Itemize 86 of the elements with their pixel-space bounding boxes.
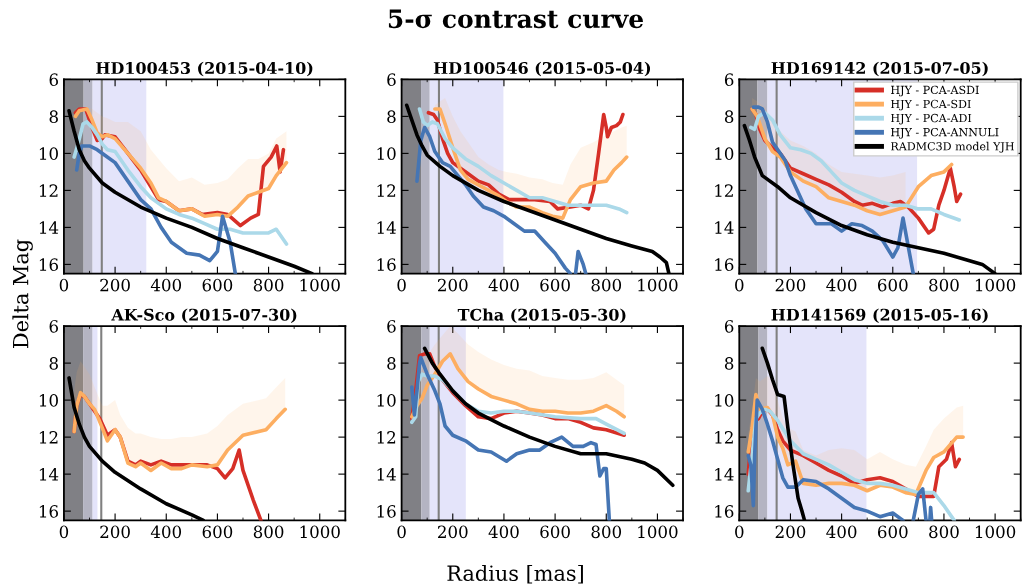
y-tick-label: 10 xyxy=(715,394,734,407)
legend-label: HJY - PCA-SDI xyxy=(891,99,971,111)
x-tick-label: 400 xyxy=(826,525,857,539)
y-tick-label: 10 xyxy=(39,394,58,407)
x-tick-label: 800 xyxy=(929,525,959,539)
y-tick-label: 12 xyxy=(39,184,58,197)
x-tick-label: 200 xyxy=(437,525,468,539)
x-tick-label: 0 xyxy=(397,278,406,292)
x-tick-label: 600 xyxy=(202,525,233,539)
y-tick-label: 16 xyxy=(377,505,396,518)
y-tick-label: 14 xyxy=(377,221,396,234)
y-tick-label: 10 xyxy=(715,147,734,160)
x-tick-label: 1000 xyxy=(300,525,340,539)
x-tick-label: 1000 xyxy=(975,278,1016,292)
legend-label: HJY - PCA-ASDI xyxy=(891,85,979,97)
x-tick-label: 0 xyxy=(735,525,744,539)
x-tick-label: 0 xyxy=(735,278,744,292)
chart-title: HD100546 (2015-05-04) xyxy=(433,61,651,77)
y-tick-label: 6 xyxy=(49,320,59,333)
y-tick-label: 14 xyxy=(715,221,734,234)
y-tick-label: 10 xyxy=(39,147,58,160)
y-tick-label: 6 xyxy=(724,73,734,86)
x-tick-label: 800 xyxy=(253,525,284,539)
chart-title: HD169142 (2015-07-05) xyxy=(771,61,988,77)
y-axis-title: Delta Mag xyxy=(12,239,33,348)
chart-title: HD141569 (2015-05-16) xyxy=(771,308,988,324)
y-tick-label: 14 xyxy=(377,468,396,481)
y-tick-label: 6 xyxy=(49,73,59,86)
x-tick-label: 800 xyxy=(929,278,959,292)
x-tick-label: 800 xyxy=(591,278,622,292)
x-tick-label: 400 xyxy=(150,278,182,292)
y-tick-label: 8 xyxy=(387,110,396,123)
legend-label: RADMC3D model YJH xyxy=(891,141,1014,153)
chart-title: TCha (2015-05-30) xyxy=(457,308,626,324)
y-tick-label: 10 xyxy=(377,394,396,407)
x-tick-label: 400 xyxy=(488,278,519,292)
y-tick-label: 8 xyxy=(387,357,396,370)
x-tick-label: 400 xyxy=(150,525,182,539)
y-tick-label: 12 xyxy=(377,431,396,444)
x-tick-label: 0 xyxy=(397,525,406,539)
x-tick-label: 600 xyxy=(877,278,908,292)
x-tick-label: 1000 xyxy=(638,525,678,539)
x-tick-label: 1000 xyxy=(300,278,340,292)
x-tick-label: 1000 xyxy=(638,278,678,292)
x-axis-title: Radius [mas] xyxy=(447,564,583,584)
x-tick-label: 200 xyxy=(775,525,806,539)
x-tick-label: 800 xyxy=(591,525,622,539)
chart-title: AK-Sco (2015-07-30) xyxy=(111,308,297,324)
y-tick-label: 6 xyxy=(724,320,734,333)
y-tick-label: 8 xyxy=(724,110,734,123)
y-tick-label: 8 xyxy=(724,357,734,370)
legend-label: HJY - PCA-ANNULI xyxy=(891,127,999,139)
x-tick-label: 600 xyxy=(877,525,908,539)
y-tick-label: 16 xyxy=(715,505,734,518)
y-tick-label: 12 xyxy=(715,184,733,197)
x-tick-label: 400 xyxy=(826,278,857,292)
x-tick-label: 800 xyxy=(253,278,284,292)
y-tick-label: 6 xyxy=(387,73,396,86)
y-tick-label: 14 xyxy=(39,221,59,234)
y-tick-label: 16 xyxy=(39,505,59,518)
x-tick-label: 400 xyxy=(488,525,519,539)
y-tick-label: 16 xyxy=(39,258,59,271)
y-tick-label: 6 xyxy=(387,320,396,333)
legend-label: HJY - PCA-ADI xyxy=(891,113,972,125)
x-tick-label: 200 xyxy=(100,525,130,539)
y-tick-label: 8 xyxy=(49,110,58,123)
y-tick-label: 8 xyxy=(49,357,58,370)
y-tick-label: 14 xyxy=(39,468,59,481)
x-tick-label: 600 xyxy=(202,278,233,292)
chart-title: HD100453 (2015-04-10) xyxy=(96,61,313,77)
x-tick-label: 200 xyxy=(100,278,130,292)
x-tick-label: 200 xyxy=(775,278,806,292)
y-tick-label: 12 xyxy=(715,431,733,444)
y-tick-label: 10 xyxy=(377,147,396,160)
x-tick-label: 600 xyxy=(540,525,570,539)
y-tick-label: 16 xyxy=(715,258,734,271)
x-tick-label: 0 xyxy=(59,278,69,292)
y-tick-label: 12 xyxy=(377,184,396,197)
x-tick-label: 200 xyxy=(437,278,468,292)
y-tick-label: 16 xyxy=(377,258,396,271)
y-tick-label: 14 xyxy=(715,468,734,481)
text: 5-σ contrast curve xyxy=(388,9,643,29)
x-tick-label: 1000 xyxy=(975,525,1016,539)
x-tick-label: 0 xyxy=(59,525,69,539)
y-tick-label: 12 xyxy=(39,431,58,444)
x-tick-label: 600 xyxy=(540,278,570,292)
